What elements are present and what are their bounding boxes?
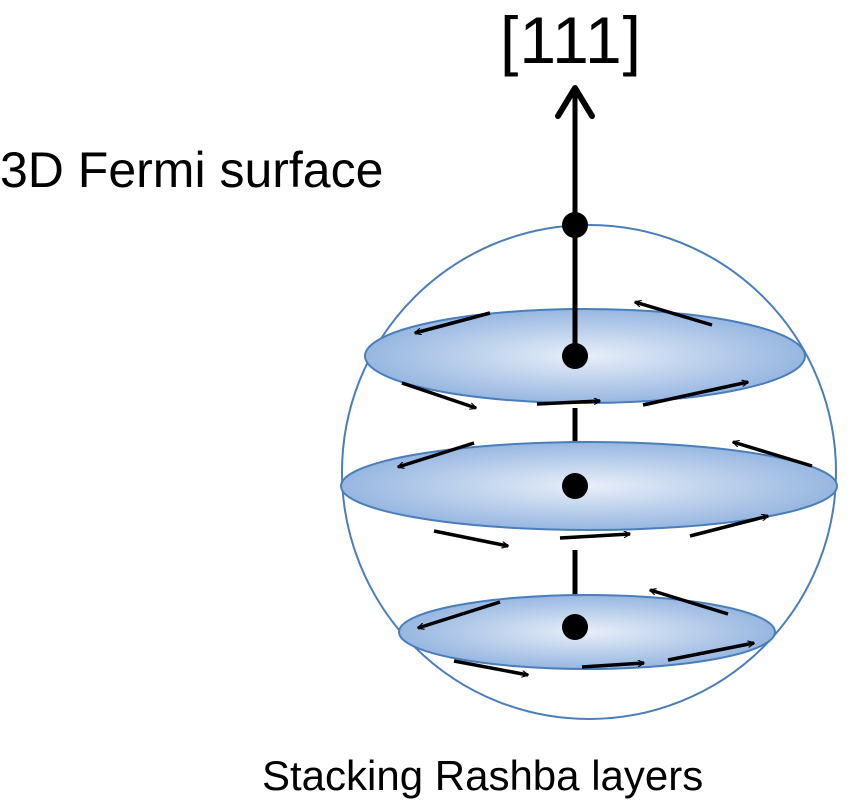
spin-arrow [650, 590, 729, 616]
spin-arrow [453, 659, 528, 675]
fermi-sphere [341, 224, 837, 720]
spin-arrow [635, 302, 713, 327]
fermi-surface-label: 3D Fermi surface [0, 142, 384, 198]
top-layer-spin-arrows [401, 302, 748, 408]
axis-dot-sphere-top [562, 212, 588, 238]
spin-arrow [733, 442, 813, 468]
spin-arrow [667, 643, 754, 662]
spin-arrow [433, 529, 508, 546]
axis-arrowhead [555, 85, 595, 119]
spin-arrow [536, 401, 600, 406]
axis-direction-label: [111] [500, 3, 642, 77]
axis-dot-bottom-layer [562, 614, 588, 640]
spin-arrow [642, 382, 748, 407]
stacking-layers-label: Stacking Rashba layers [262, 752, 704, 799]
spin-arrow [559, 534, 630, 540]
middle-rashba-layer [340, 441, 838, 531]
spin-arrow [398, 441, 475, 467]
spin-arrow [581, 663, 644, 669]
spin-arrow [415, 311, 491, 333]
spin-arrow [401, 381, 476, 408]
spin-arrow [689, 516, 768, 538]
axis-dot-top-layer [562, 343, 588, 369]
middle-layer-spin-arrows [398, 441, 813, 546]
bottom-layer-spin-arrows [418, 590, 754, 675]
spin-arrow [418, 600, 501, 628]
axis-dot-middle-layer [562, 473, 588, 499]
